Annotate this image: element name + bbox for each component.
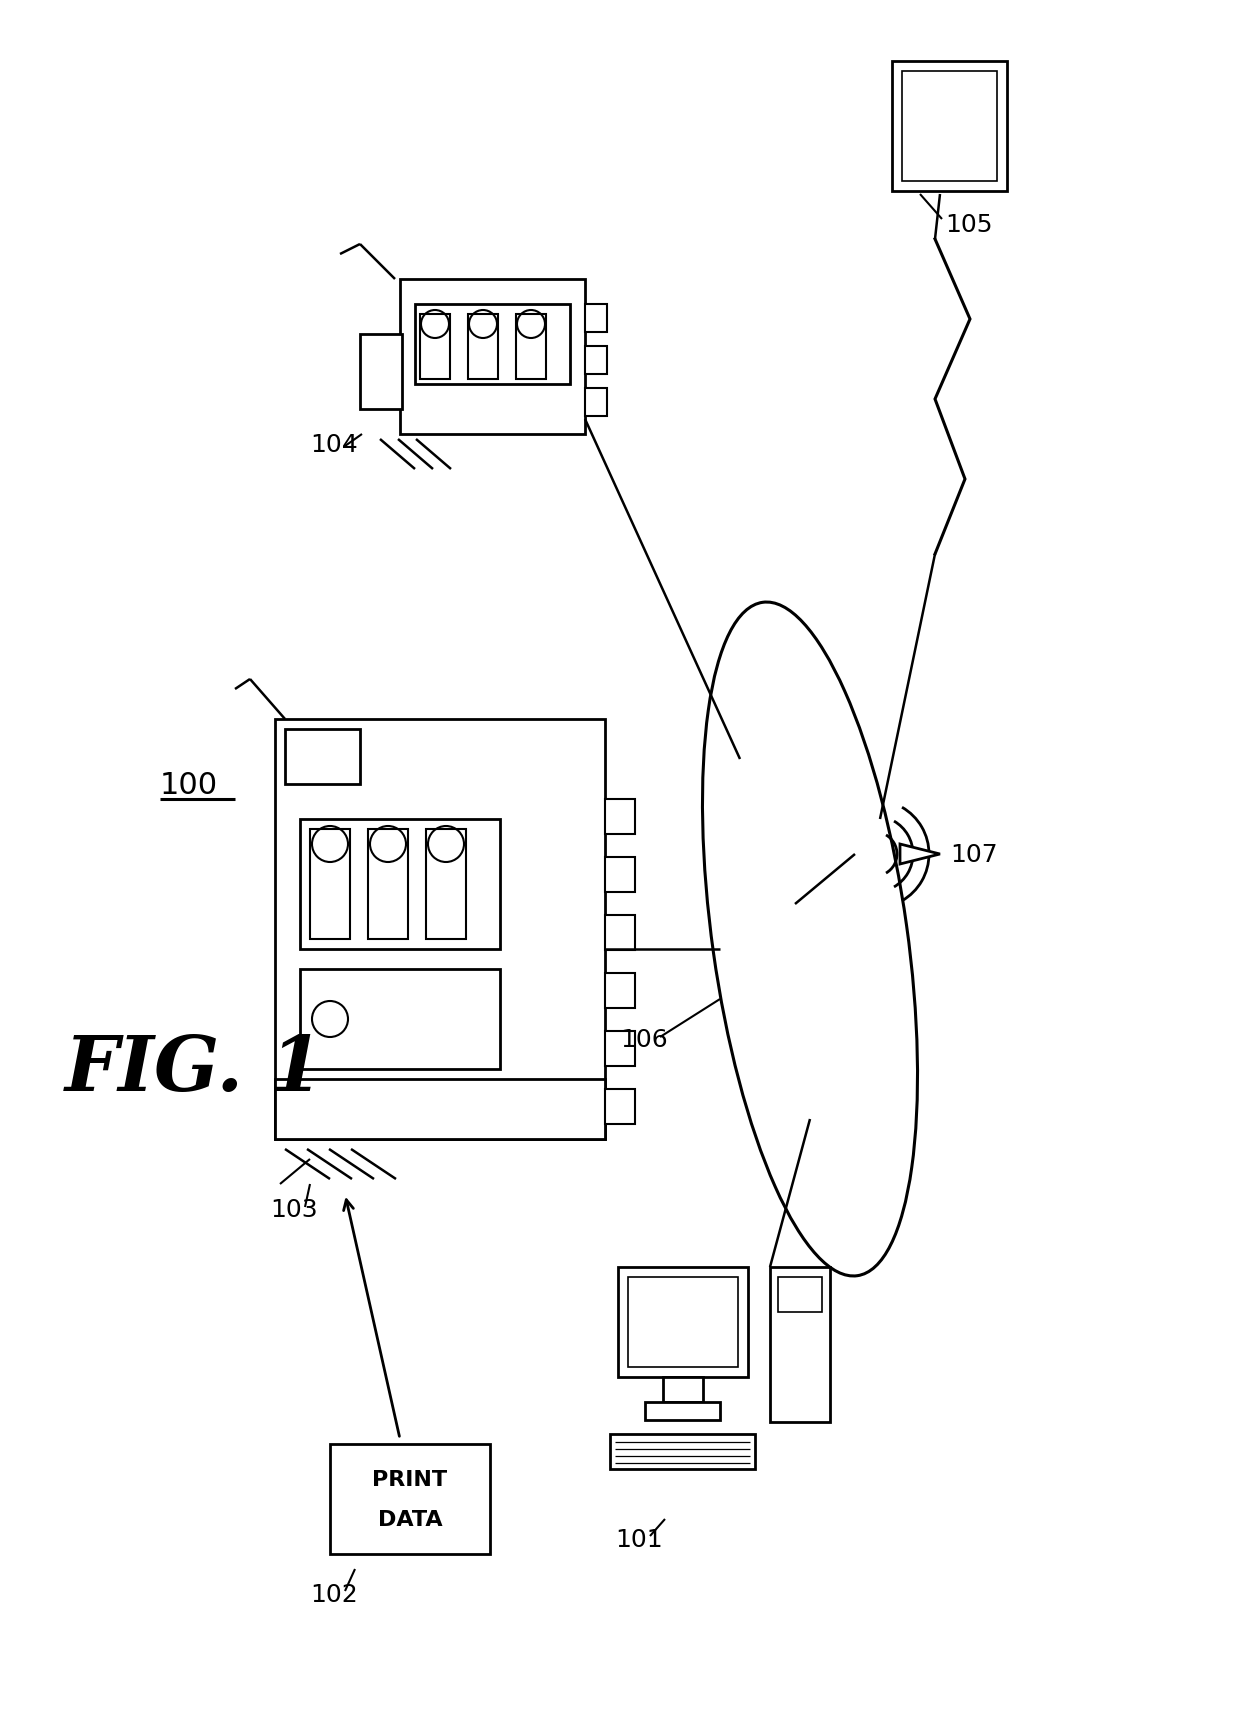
Bar	[605, 915, 635, 951]
Bar	[892, 62, 1007, 191]
Bar	[663, 1377, 703, 1403]
Text: 107: 107	[950, 843, 998, 867]
Bar	[360, 334, 402, 410]
Bar	[368, 829, 408, 939]
Text: 102: 102	[310, 1582, 358, 1606]
Text: 100: 100	[160, 770, 218, 799]
Bar	[467, 315, 498, 379]
Bar	[401, 279, 585, 434]
Text: 104: 104	[310, 432, 358, 457]
Bar	[605, 973, 635, 1008]
Text: 103: 103	[270, 1197, 317, 1222]
Bar	[310, 829, 350, 939]
Bar	[427, 829, 466, 939]
Bar	[415, 305, 570, 384]
Bar	[605, 1032, 635, 1067]
Bar	[300, 970, 500, 1070]
Bar	[605, 799, 635, 834]
Bar	[420, 315, 450, 379]
Text: 101: 101	[615, 1527, 662, 1551]
Bar	[585, 389, 608, 417]
Bar	[605, 1089, 635, 1125]
Bar	[585, 305, 608, 333]
Bar	[770, 1266, 830, 1421]
Text: PRINT: PRINT	[372, 1470, 448, 1489]
Bar	[330, 1444, 490, 1554]
Bar	[300, 820, 500, 949]
Bar	[285, 729, 360, 784]
Bar	[618, 1266, 748, 1377]
Bar	[275, 720, 605, 1139]
Text: 106: 106	[620, 1027, 668, 1051]
Bar	[610, 1434, 755, 1470]
Bar	[645, 1403, 720, 1420]
Polygon shape	[900, 844, 940, 865]
Bar	[516, 315, 546, 379]
Bar	[275, 1079, 605, 1139]
Text: 105: 105	[945, 214, 992, 236]
Bar	[777, 1277, 822, 1313]
Bar	[901, 72, 997, 183]
Bar	[585, 346, 608, 376]
Text: FIG. 1: FIG. 1	[64, 1032, 324, 1106]
Text: DATA: DATA	[378, 1509, 443, 1528]
Bar	[605, 858, 635, 893]
Bar	[627, 1277, 738, 1368]
